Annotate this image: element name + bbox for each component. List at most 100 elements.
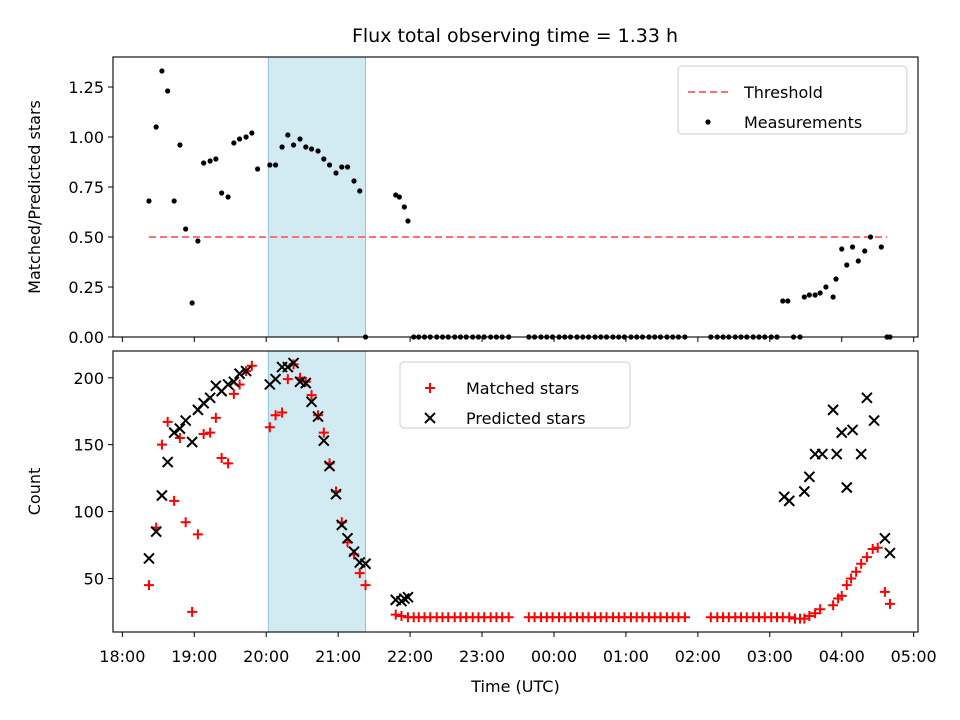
xtick-label: 01:00 — [603, 647, 649, 666]
predicted-star-marker — [318, 434, 330, 447]
matched-star-marker — [390, 609, 401, 620]
matched-star-marker — [187, 606, 198, 617]
matched-star-marker — [198, 428, 209, 439]
measurement-point — [254, 166, 261, 172]
xtick-label: 21:00 — [315, 647, 361, 666]
matched-star-marker — [360, 580, 371, 591]
measurement-point — [243, 134, 249, 140]
measurement-point — [195, 238, 201, 244]
predicted-star-marker — [174, 422, 186, 435]
matched-star-marker — [246, 360, 257, 371]
predicted-star-marker — [269, 373, 282, 385]
top-ytick-label: 1.00 — [68, 128, 104, 147]
measurement-point — [219, 190, 225, 196]
bottom-ylabel: Count — [25, 468, 44, 516]
predicted-star-marker — [783, 495, 795, 507]
measurement-point — [401, 204, 407, 210]
xtick-label: 18:00 — [99, 647, 145, 666]
matched-star-marker — [815, 604, 826, 615]
xtick-label: 23:00 — [459, 647, 505, 666]
measurement-point — [308, 146, 315, 152]
predicted-star-marker — [233, 368, 246, 380]
measurement-point — [405, 218, 411, 224]
predicted-star-marker — [803, 471, 816, 483]
matched-star-marker — [851, 566, 862, 577]
matched-star-marker — [856, 558, 867, 569]
measurement-point — [855, 258, 861, 264]
predicted-star-marker — [323, 460, 336, 472]
matched-star-marker — [210, 412, 221, 423]
predicted-star-marker — [402, 591, 414, 603]
predicted-star-marker — [868, 414, 880, 427]
xtick-label: 19:00 — [171, 647, 217, 666]
measurement-point — [801, 294, 807, 300]
bottom-legend-box — [399, 361, 631, 429]
top-ytick-label: 0.50 — [68, 228, 104, 247]
measurement-point — [303, 144, 309, 150]
measurement-point — [833, 276, 839, 282]
measurement-point — [326, 162, 333, 168]
matched-star-marker — [396, 610, 407, 621]
xtick-label: 05:00 — [891, 647, 937, 666]
measurement-point — [171, 198, 177, 204]
predicted-star-marker — [300, 377, 312, 389]
matched-star-marker — [784, 612, 795, 623]
predicted-star-marker — [846, 424, 859, 436]
predicted-star-marker — [161, 456, 174, 468]
predicted-star-marker — [168, 426, 180, 439]
matched-star-marker — [180, 517, 191, 528]
measurement-point — [844, 262, 850, 268]
matched-star-marker — [828, 600, 839, 611]
legend-matched-swatch — [425, 383, 435, 393]
xtick-label: 04:00 — [819, 647, 865, 666]
measurement-point — [249, 130, 255, 136]
predicted-star-marker — [798, 485, 811, 498]
legend-predicted-swatch — [424, 412, 436, 424]
xlabel: Time (UTC) — [470, 677, 559, 696]
matched-star-marker — [804, 610, 815, 621]
bottom-panel: 50 100 150 200 18:00 19:00 20:00 21:00 22:00 23:0… — [25, 350, 937, 696]
legend-entry-label: Matched stars — [466, 379, 579, 398]
predicted-star-marker — [228, 376, 240, 388]
top-ytick-label: 0.25 — [68, 278, 104, 297]
measurement-point — [344, 164, 351, 170]
top-legend: Threshold Measurements — [677, 65, 908, 135]
measurement-point — [177, 142, 183, 148]
measurement-point — [315, 148, 321, 154]
top-legend-box — [677, 65, 908, 135]
measurement-point — [285, 132, 291, 138]
predicted-star-marker — [341, 532, 354, 545]
bottom-axes-frame — [112, 350, 919, 633]
matched-star-marker — [156, 439, 167, 450]
matched-star-marker — [879, 586, 890, 597]
bottom-ytick-label: 150 — [73, 436, 104, 455]
xtick-label: 22:00 — [387, 647, 433, 666]
measurement-point — [225, 194, 231, 200]
predicted-star-marker — [879, 532, 891, 545]
measurement-point — [165, 88, 171, 94]
measurement-point — [339, 164, 345, 170]
predicted-star-marker — [150, 525, 162, 538]
predicted-star-marker — [179, 414, 192, 427]
top-ylabel: Matched/Predicted stars — [25, 100, 44, 294]
predicted-star-marker — [336, 519, 348, 531]
measurement-point — [396, 194, 402, 200]
measurement-point — [862, 248, 868, 254]
matched-star-marker — [205, 427, 216, 438]
predicted-star-marker — [330, 488, 342, 500]
predicted-star-marker — [143, 552, 155, 565]
measurement-point — [279, 144, 285, 150]
matched-star-marker — [354, 568, 365, 579]
top-panel: 0.00 0.25 0.50 0.75 1.00 1.25 Matched/Predicte… — [25, 56, 919, 347]
measurement-point — [867, 234, 874, 240]
matched-star-marker — [192, 529, 203, 540]
matched-star-marker — [872, 542, 883, 553]
matched-star-marker — [270, 410, 281, 421]
measurement-point — [785, 298, 791, 304]
predicted-star-marker — [222, 378, 234, 391]
measurement-point — [207, 158, 213, 164]
predicted-star-marker — [204, 392, 216, 404]
xtick-label: 20:00 — [243, 647, 289, 666]
matched-star-marker — [216, 453, 227, 464]
matched-star-marker — [867, 544, 878, 555]
